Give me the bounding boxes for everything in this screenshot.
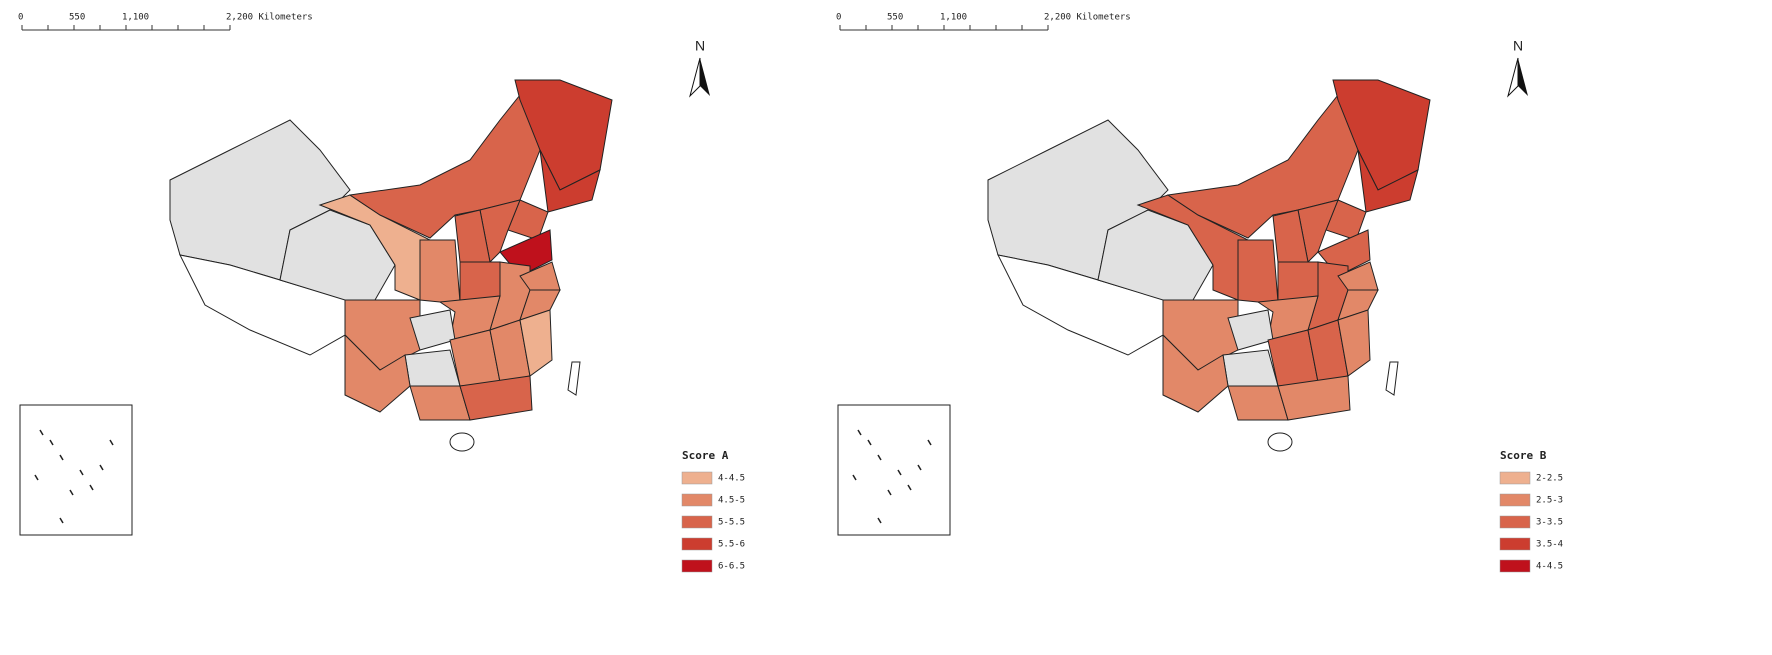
inset-island (89, 484, 94, 491)
legend-swatch (1499, 559, 1531, 573)
region-guizhou (404, 349, 461, 387)
legend-swatch (1499, 471, 1531, 485)
scale-label: 2,200 Kilometers (1044, 13, 1131, 23)
region-hainan (449, 432, 475, 452)
region-jilin (539, 149, 601, 213)
inset-island (39, 429, 44, 436)
region-guangdong (459, 375, 533, 421)
inset-island (49, 439, 54, 446)
north-arrow (700, 58, 710, 96)
legend-swatch (1499, 537, 1531, 551)
region-hainan (1267, 432, 1293, 452)
legend-swatch (1499, 493, 1531, 507)
inset-island (907, 484, 912, 491)
inset-island (99, 464, 104, 471)
legend-label: 4-4.5 (1536, 562, 1563, 572)
inset-island (34, 474, 39, 481)
inset-frame (837, 404, 951, 536)
region-taiwan (1385, 361, 1399, 396)
legend-label: 5-5.5 (718, 518, 745, 528)
region-guizhou (1222, 349, 1279, 387)
inset-island (917, 464, 922, 471)
inset-island (867, 439, 872, 446)
scale-label: 1,100 (122, 13, 149, 23)
legend-label: 4.5-5 (718, 496, 745, 506)
legend-swatch (681, 515, 713, 529)
scale-label: 550 (887, 13, 903, 23)
region-fujian (1337, 309, 1371, 377)
inset-island (109, 439, 114, 446)
region-fujian (519, 309, 553, 377)
legend-label: 6-6.5 (718, 562, 745, 572)
inset-island (877, 517, 882, 524)
region-qinghai (1097, 209, 1214, 301)
legend-label: 3.5-4 (1536, 540, 1563, 550)
scale-label: 550 (69, 13, 85, 23)
legend-label: 5.5-6 (718, 540, 745, 550)
scale-label: 1,100 (940, 13, 967, 23)
scale-label: 0 (836, 13, 841, 23)
inset-island (79, 469, 84, 476)
legend-swatch (681, 471, 713, 485)
scale-label: 0 (18, 13, 23, 23)
inset-island (857, 429, 862, 436)
inset-island (927, 439, 932, 446)
legend-swatch (1499, 515, 1531, 529)
region-shaanxi (419, 239, 461, 303)
inset-island (887, 489, 892, 496)
north-arrow (1518, 58, 1528, 96)
north-arrow (689, 57, 701, 98)
region-inner-mongolia (348, 93, 541, 239)
legend-label: 2.5-3 (1536, 496, 1563, 506)
inset-island (59, 454, 64, 461)
legend-label: 4-4.5 (718, 474, 745, 484)
inset-frame (19, 404, 133, 536)
legend-title: Score B (1500, 449, 1547, 462)
region-jilin (1357, 149, 1419, 213)
legend-label: 2-2.5 (1536, 474, 1563, 484)
region-henan (459, 261, 501, 303)
legend-swatch (681, 493, 713, 507)
legend-swatch (681, 537, 713, 551)
inset-island (877, 454, 882, 461)
legend-title: Score A (682, 449, 729, 462)
region-taiwan (567, 361, 581, 396)
region-henan (1277, 261, 1319, 303)
inset-island (59, 517, 64, 524)
inset-island (852, 474, 857, 481)
map-panel: 0 550 1,100 2,200 Kilometers N Score A 4-4.5 4.… (18, 13, 745, 573)
region-guangdong (1277, 375, 1351, 421)
region-shaanxi (1237, 239, 1279, 303)
north-label: N (695, 38, 705, 54)
region-qinghai (279, 209, 396, 301)
inset-island (897, 469, 902, 476)
region-inner-mongolia (1166, 93, 1359, 239)
scale-label: 2,200 Kilometers (226, 13, 313, 23)
north-arrow (1507, 57, 1519, 98)
legend-swatch (681, 559, 713, 573)
map-panel: 0 550 1,100 2,200 Kilometers N Score B 2-2.5 2.… (836, 13, 1563, 573)
inset-island (69, 489, 74, 496)
north-label: N (1513, 38, 1523, 54)
legend-label: 3-3.5 (1536, 518, 1563, 528)
